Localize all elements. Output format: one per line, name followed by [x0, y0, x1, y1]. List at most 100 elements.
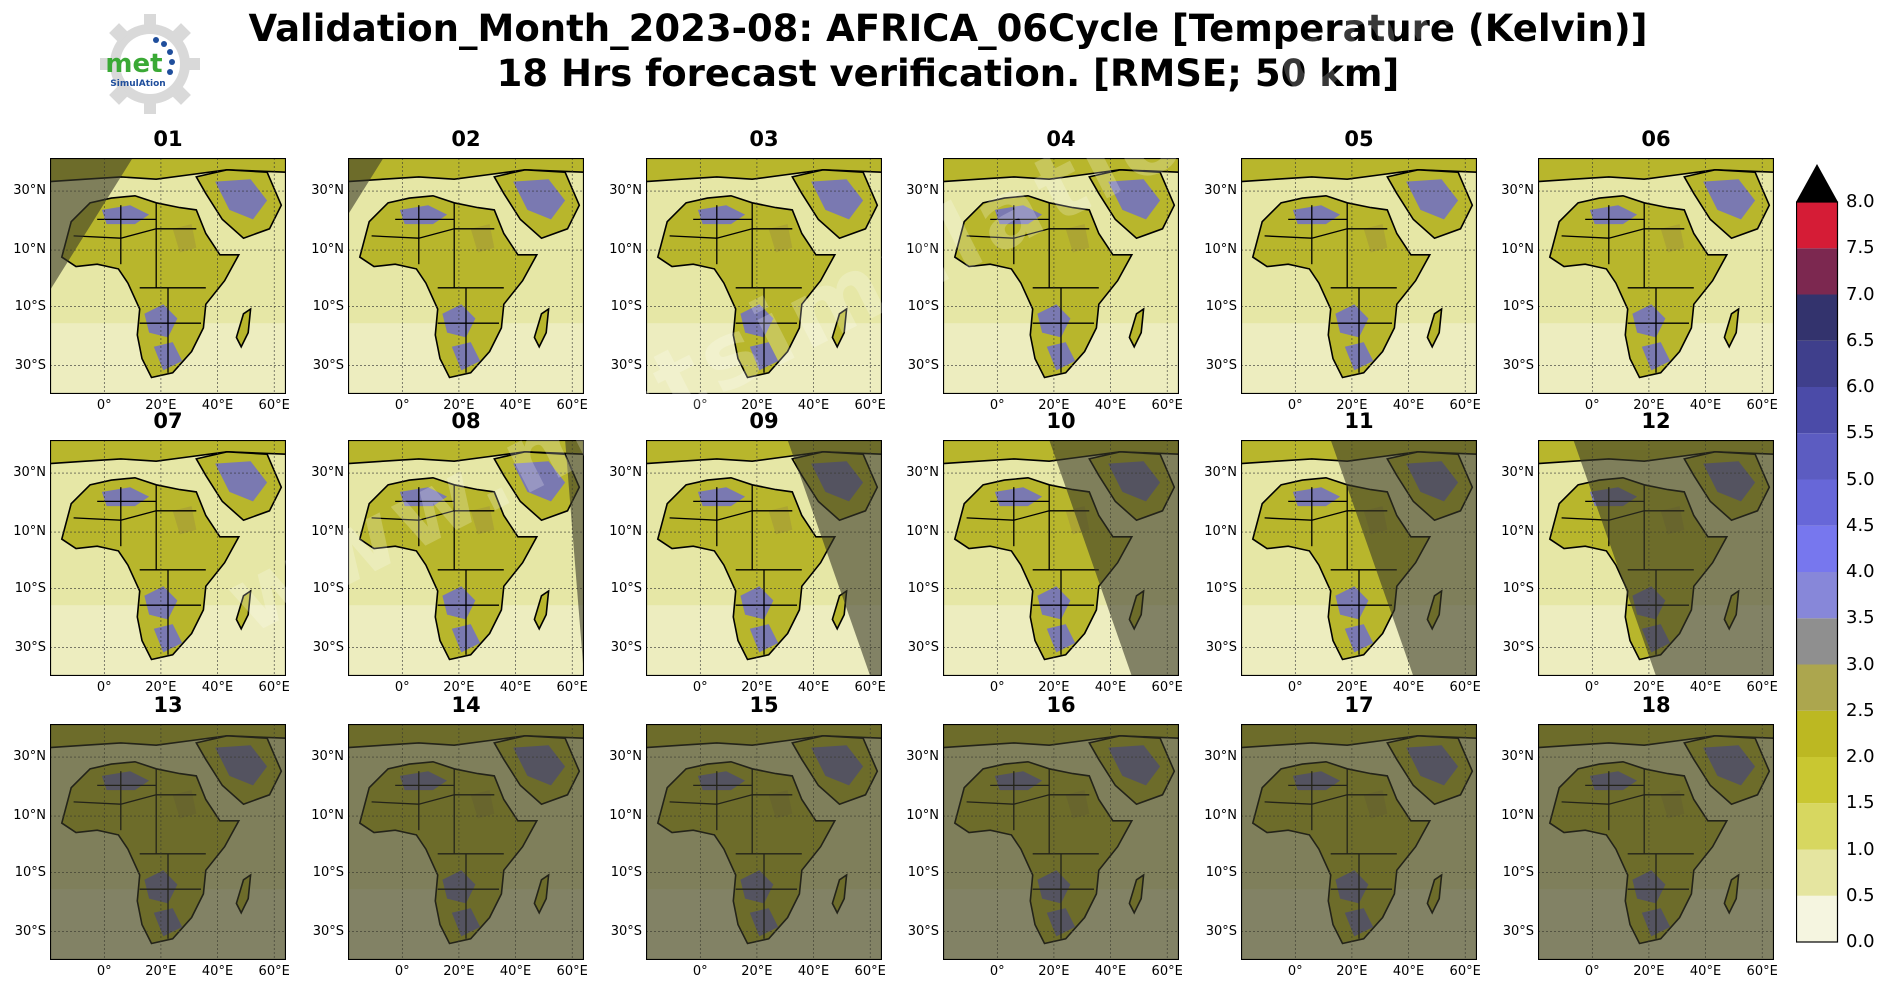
lat-tick-label: 10°S [610, 864, 642, 880]
lat-tick-label: 10°S [1502, 298, 1534, 314]
lon-tick-label: 60°E [854, 964, 886, 979]
lon-tick-label: 40°E [1689, 398, 1722, 413]
lon-tick-label: 60°E [854, 398, 886, 413]
lon-tick-label: 60°E [556, 398, 588, 413]
night-shade [943, 724, 1179, 960]
lon-tick-label: 40°E [499, 398, 532, 413]
lat-tick-label: 10°S [907, 864, 939, 880]
lon-tick-label: 20°E [1336, 964, 1368, 979]
lon-tick-label: 20°E [443, 964, 475, 979]
panel-frame [348, 440, 584, 676]
lon-tick-label: 0° [989, 680, 1005, 695]
error-region-2 [442, 304, 476, 338]
night-shade [1049, 440, 1179, 676]
lon-tick-label: 0° [394, 398, 410, 413]
error-region-4 [768, 224, 793, 253]
map-panel-15 [646, 724, 882, 960]
country-border-0 [669, 510, 793, 521]
colorbar-outline [1796, 201, 1839, 943]
lat-tick-label: 30°S [312, 923, 344, 939]
madagascar-land [831, 307, 848, 349]
lat-tick-label: 30°S [907, 639, 939, 655]
lon-tick-label: 60°E [1151, 964, 1183, 979]
country-border-0 [73, 228, 197, 239]
madagascar-land [1723, 307, 1740, 349]
europe-land [943, 158, 1179, 183]
night-shade [646, 724, 882, 960]
lon-tick-label: 20°E [443, 398, 475, 413]
lat-tick-label: 10°S [1502, 580, 1534, 596]
lon-tick-label: 60°E [1449, 398, 1481, 413]
map-panel-05 [1241, 158, 1477, 394]
lon-tick-label: 40°E [1689, 964, 1722, 979]
map-panel-10 [943, 440, 1179, 676]
lon-tick-label: 60°E [258, 964, 290, 979]
panel-title-07: 07 [153, 409, 183, 433]
lat-tick-label: 30°N [609, 183, 642, 199]
map-panel-13 [50, 724, 286, 960]
colorbar-tick-label: 0.0 [1846, 931, 1875, 952]
lat-tick-label: 10°N [13, 808, 46, 824]
lon-tick-label: 0° [1584, 680, 1600, 695]
lat-tick-label: 10°N [906, 242, 939, 258]
country-border-0 [371, 510, 495, 521]
panel-title-09: 09 [749, 409, 779, 433]
panel-title-18: 18 [1641, 693, 1671, 717]
panel-title-08: 08 [451, 409, 481, 433]
lon-tick-label: 0° [96, 398, 112, 413]
colorbar-bin [1796, 618, 1838, 665]
map-panel-12 [1538, 440, 1774, 676]
colorbar-tick-label: 7.5 [1846, 237, 1875, 259]
lat-tick-label: 30°N [311, 749, 344, 765]
error-region-0 [215, 179, 268, 220]
lon-tick-label: 20°E [1038, 680, 1070, 695]
panel-title-02: 02 [451, 127, 481, 151]
lon-tick-label: 0° [989, 398, 1005, 413]
colorbar-bin [1796, 664, 1838, 711]
panel-title-01: 01 [153, 127, 183, 151]
error-region-0 [513, 461, 566, 502]
country-border-0 [371, 228, 495, 239]
error-region-4 [470, 224, 495, 253]
night-shade [50, 158, 133, 291]
colorbar-bin [1796, 294, 1838, 341]
error-region-0 [513, 179, 566, 220]
lat-tick-label: 30°N [906, 183, 939, 199]
lat-tick-label: 30°S [1205, 923, 1237, 939]
lon-tick-label: 40°E [1392, 964, 1425, 979]
country-border-0 [966, 510, 1090, 521]
lon-tick-label: 20°E [741, 964, 773, 979]
lat-tick-label: 30°S [1502, 923, 1534, 939]
lat-tick-label: 30°S [907, 923, 939, 939]
lat-tick-label: 30°N [906, 749, 939, 765]
night-shade [565, 440, 584, 676]
lat-tick-label: 30°S [1502, 357, 1534, 373]
panel-frame [646, 724, 882, 960]
night-shade [1330, 440, 1477, 676]
lat-tick-label: 10°S [1502, 864, 1534, 880]
map-panel-16 [943, 724, 1179, 960]
panel-title-04: 04 [1046, 127, 1076, 151]
panel-frame [50, 440, 286, 676]
lat-tick-label: 30°S [14, 639, 46, 655]
lon-tick-label: 20°E [145, 680, 177, 695]
colorbar-tick-label: 6.5 [1846, 329, 1875, 351]
lon-tick-label: 0° [1584, 964, 1600, 979]
lon-tick-label: 60°E [854, 680, 886, 695]
lat-tick-label: 30°S [14, 923, 46, 939]
error-region-4 [172, 506, 197, 535]
colorbar-tick-label: 2.5 [1846, 699, 1875, 721]
lon-tick-label: 40°E [201, 964, 234, 979]
lat-tick-label: 10°S [1205, 298, 1237, 314]
colorbar-bin [1796, 387, 1838, 434]
panel-title-12: 12 [1641, 409, 1671, 433]
error-region-4 [768, 506, 793, 535]
night-shade [787, 440, 882, 676]
lon-tick-label: 60°E [556, 680, 588, 695]
lat-tick-label: 30°S [1502, 639, 1534, 655]
panel-title-15: 15 [749, 693, 779, 717]
error-region-2 [1335, 304, 1369, 338]
lat-tick-label: 10°N [1501, 524, 1534, 540]
error-region-2 [1632, 304, 1666, 338]
